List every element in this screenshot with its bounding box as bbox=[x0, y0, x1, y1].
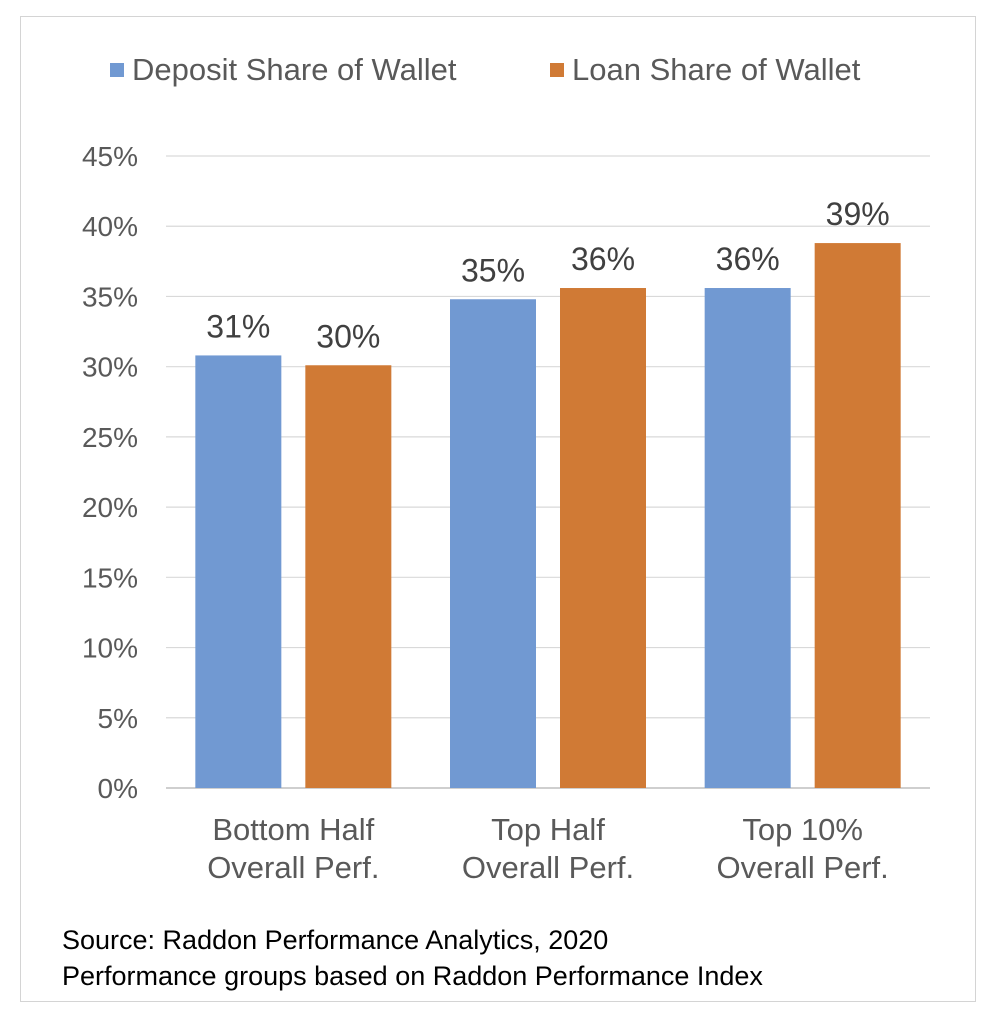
legend: Deposit Share of Wallet Loan Share of Wal… bbox=[110, 52, 861, 87]
bar bbox=[560, 288, 646, 788]
source-line: Source: Raddon Performance Analytics, 20… bbox=[62, 925, 609, 955]
bars bbox=[195, 243, 901, 788]
data-label: 35% bbox=[461, 252, 525, 288]
x-tick-label: Top 10% bbox=[742, 812, 863, 847]
bar bbox=[195, 355, 282, 788]
y-tick-label: 25% bbox=[82, 422, 138, 453]
y-tick-label: 35% bbox=[82, 281, 138, 312]
y-axis: 0% 5% 10% 15% 20% 25% 30% 35% 40% 45% bbox=[82, 141, 138, 804]
data-label: 36% bbox=[571, 241, 635, 277]
legend-swatch bbox=[550, 63, 564, 77]
y-tick-label: 10% bbox=[82, 633, 138, 664]
bar bbox=[305, 365, 392, 788]
x-tick-label: Overall Perf. bbox=[717, 850, 889, 885]
legend-label: Loan Share of Wallet bbox=[572, 52, 861, 87]
y-tick-label: 45% bbox=[82, 141, 138, 172]
gridlines bbox=[166, 155, 930, 789]
source-note: Source: Raddon Performance Analytics, 20… bbox=[62, 922, 763, 994]
x-tick-label: Overall Perf. bbox=[462, 850, 634, 885]
y-tick-label: 5% bbox=[98, 703, 138, 734]
y-tick-label: 0% bbox=[98, 773, 138, 804]
data-label: 36% bbox=[716, 241, 780, 277]
y-tick-label: 40% bbox=[82, 211, 138, 242]
y-tick-label: 15% bbox=[82, 562, 138, 593]
data-labels: 31% 30% 35% 36% 36% 39% bbox=[206, 196, 889, 354]
data-label: 30% bbox=[316, 318, 380, 354]
x-tick-label: Top Half bbox=[491, 812, 605, 847]
y-tick-label: 30% bbox=[82, 352, 138, 383]
bar bbox=[814, 243, 901, 788]
bar bbox=[450, 299, 536, 788]
bar bbox=[704, 288, 791, 788]
methodology-line: Performance groups based on Raddon Perfo… bbox=[62, 961, 763, 991]
legend-label: Deposit Share of Wallet bbox=[132, 52, 457, 87]
x-tick-label: Bottom Half bbox=[212, 812, 374, 847]
legend-swatch bbox=[110, 63, 124, 77]
data-label: 31% bbox=[206, 308, 270, 344]
x-tick-label: Overall Perf. bbox=[207, 850, 379, 885]
data-label: 39% bbox=[826, 196, 890, 232]
y-tick-label: 20% bbox=[82, 492, 138, 523]
